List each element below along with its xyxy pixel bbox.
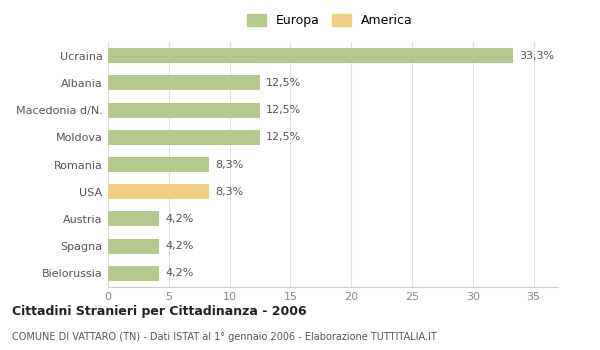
Bar — [108, 239, 159, 254]
Text: 4,2%: 4,2% — [165, 241, 194, 251]
Bar — [108, 103, 260, 118]
Text: 33,3%: 33,3% — [519, 51, 554, 61]
Bar — [108, 184, 209, 199]
Text: 4,2%: 4,2% — [165, 268, 194, 278]
Bar — [108, 75, 260, 90]
Text: 12,5%: 12,5% — [266, 105, 301, 115]
Bar — [108, 211, 159, 226]
Legend: Europa, America: Europa, America — [244, 10, 416, 31]
Text: 8,3%: 8,3% — [215, 160, 243, 169]
Bar — [108, 266, 159, 281]
Bar — [108, 130, 260, 145]
Text: 8,3%: 8,3% — [215, 187, 243, 197]
Bar — [108, 48, 513, 63]
Text: 12,5%: 12,5% — [266, 78, 301, 88]
Text: COMUNE DI VATTARO (TN) - Dati ISTAT al 1° gennaio 2006 - Elaborazione TUTTITALIA: COMUNE DI VATTARO (TN) - Dati ISTAT al 1… — [12, 332, 437, 343]
Text: 12,5%: 12,5% — [266, 132, 301, 142]
Bar — [108, 157, 209, 172]
Text: 4,2%: 4,2% — [165, 214, 194, 224]
Text: Cittadini Stranieri per Cittadinanza - 2006: Cittadini Stranieri per Cittadinanza - 2… — [12, 304, 307, 317]
